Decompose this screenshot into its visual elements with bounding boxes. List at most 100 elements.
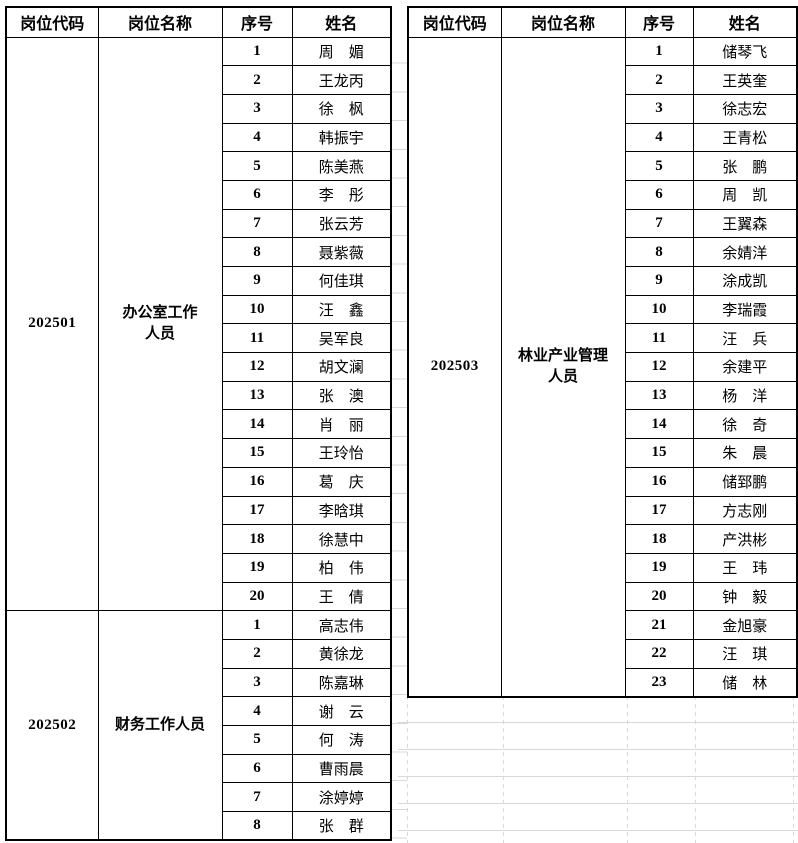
serial-number-cell: 16 — [221, 466, 293, 497]
name-cell: 周 凯 — [692, 179, 798, 210]
gridline-vertical — [793, 696, 794, 843]
header-row: 岗位代码 岗位名称 序号 姓名 — [5, 6, 392, 38]
column-header-3: 姓名 — [291, 6, 392, 38]
name-cell: 胡文澜 — [291, 352, 392, 382]
table-row: 4 韩振宇 — [6, 122, 392, 153]
table-row: 3 徐志宏 — [408, 93, 798, 124]
name-cell: 王 玮 — [692, 552, 798, 583]
column-header-1: 岗位名称 — [500, 6, 626, 38]
name-cell: 王青松 — [692, 122, 798, 153]
name-cell: 李晗琪 — [291, 495, 392, 526]
name-cell: 朱 晨 — [692, 438, 798, 468]
table-row: 21 金旭豪 — [408, 610, 798, 640]
name-cell: 涂婷婷 — [291, 782, 392, 813]
serial-number-cell: 1 — [221, 36, 293, 67]
serial-number-cell: 5 — [221, 725, 293, 755]
serial-number-cell: 21 — [624, 610, 694, 640]
serial-number-cell: 10 — [221, 294, 293, 325]
serial-number-cell: 2 — [221, 65, 293, 95]
serial-number-cell: 4 — [221, 122, 293, 153]
name-cell: 王 倩 — [291, 581, 392, 612]
table-row: 202501 办公室工作 人员 1 周 媚 — [5, 36, 392, 612]
position-code-cell: 202503 — [407, 36, 502, 698]
serial-number-cell: 22 — [624, 638, 694, 669]
column-header-0: 岗位代码 — [407, 6, 502, 38]
name-cell: 储 林 — [692, 667, 798, 698]
serial-number-cell: 15 — [624, 438, 694, 468]
table-row: 16 葛 庆 — [6, 466, 392, 497]
column-header-0: 岗位代码 — [5, 6, 99, 38]
table-row: 18 产洪彬 — [408, 524, 798, 554]
serial-number-cell: 2 — [221, 638, 293, 669]
name-cell: 王翼森 — [692, 208, 798, 239]
table-row: 202502 财务工作人员 1 高志伟 — [5, 610, 392, 841]
name-cell: 曹雨晨 — [291, 753, 392, 784]
table-row: 202503 林业产业管理 人员 1 储琴飞 — [407, 36, 798, 698]
serial-number-cell: 17 — [624, 495, 694, 526]
name-cell: 徐志宏 — [692, 93, 798, 124]
table-row: 19 王 玮 — [408, 552, 798, 583]
table-row: 3 陈嘉琳 — [6, 667, 392, 698]
name-cell: 王龙丙 — [291, 65, 392, 95]
serial-number-cell: 3 — [221, 93, 293, 124]
serial-number-cell: 20 — [624, 581, 694, 612]
name-cell: 韩振宇 — [291, 122, 392, 153]
name-cell: 李瑞霞 — [692, 294, 798, 325]
table-row: 2 黄徐龙 — [6, 638, 392, 669]
gridlines-gap-strip — [390, 35, 407, 839]
serial-number-cell: 2 — [624, 65, 694, 95]
position-title-cell: 办公室工作 人员 — [97, 36, 223, 612]
table-row: 10 汪 鑫 — [6, 294, 392, 325]
table-row: 4 王青松 — [408, 122, 798, 153]
position-code-cell: 202501 — [5, 36, 99, 612]
name-cell: 王英奎 — [692, 65, 798, 95]
serial-number-cell: 23 — [624, 667, 694, 698]
serial-number-cell: 11 — [221, 323, 293, 354]
name-cell: 储琴飞 — [692, 36, 798, 67]
serial-number-cell: 9 — [221, 266, 293, 296]
table-row: 18 徐慧中 — [6, 524, 392, 554]
column-header-2: 序号 — [221, 6, 293, 38]
name-cell: 张 澳 — [291, 380, 392, 411]
name-cell: 葛 庆 — [291, 466, 392, 497]
serial-number-cell: 19 — [221, 552, 293, 583]
name-cell: 何佳琪 — [291, 266, 392, 296]
serial-number-cell: 15 — [221, 438, 293, 468]
gridline-vertical — [695, 696, 696, 843]
name-cell: 产洪彬 — [692, 524, 798, 554]
serial-number-cell: 4 — [221, 696, 293, 726]
name-cell: 钟 毅 — [692, 581, 798, 612]
serial-number-cell: 14 — [221, 409, 293, 440]
serial-number-cell: 12 — [624, 352, 694, 382]
table-row: 20 王 倩 — [6, 581, 392, 612]
gridline-vertical — [407, 696, 408, 843]
name-cell: 陈美燕 — [291, 151, 392, 181]
table-row: 23 储 林 — [408, 667, 798, 698]
position-code-cell: 202502 — [5, 610, 99, 841]
serial-number-cell: 19 — [624, 552, 694, 583]
position-title-cell: 财务工作人员 — [97, 610, 223, 841]
serial-number-cell: 18 — [221, 524, 293, 554]
name-cell: 张云芳 — [291, 208, 392, 239]
name-cell: 张 群 — [291, 811, 392, 841]
table-row: 17 方志刚 — [408, 495, 798, 526]
name-cell: 柏 伟 — [291, 552, 392, 583]
name-cell: 杨 洋 — [692, 380, 798, 411]
name-cell: 汪 鑫 — [291, 294, 392, 325]
table-row: 7 涂婷婷 — [6, 782, 392, 813]
name-cell: 方志刚 — [692, 495, 798, 526]
serial-number-cell: 11 — [624, 323, 694, 354]
name-cell: 谢 云 — [291, 696, 392, 726]
column-header-1: 岗位名称 — [97, 6, 223, 38]
name-cell: 余建平 — [692, 352, 798, 382]
name-cell: 余婧洋 — [692, 237, 798, 267]
table-row: 7 张云芳 — [6, 208, 392, 239]
name-cell: 高志伟 — [291, 610, 392, 640]
name-cell: 王玲怡 — [291, 438, 392, 468]
table-row: 14 徐 奇 — [408, 409, 798, 440]
name-cell: 肖 丽 — [291, 409, 392, 440]
